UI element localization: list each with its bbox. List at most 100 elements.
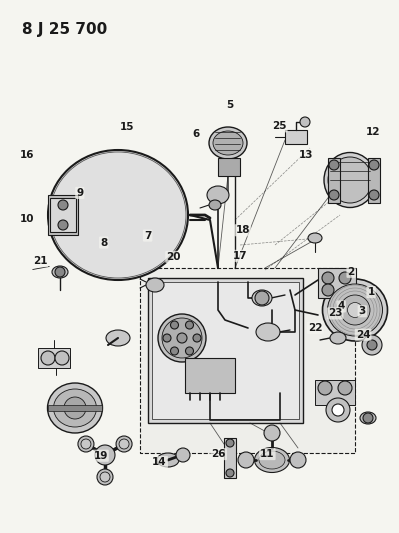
Circle shape	[176, 448, 190, 462]
Bar	[218, 158, 240, 176]
Circle shape	[177, 333, 187, 343]
Bar	[48, 195, 78, 235]
Bar	[285, 130, 307, 144]
Ellipse shape	[256, 323, 280, 341]
Bar	[368, 158, 380, 203]
Circle shape	[95, 445, 115, 465]
Text: 24: 24	[356, 330, 370, 340]
Text: 23: 23	[328, 309, 342, 318]
Ellipse shape	[340, 295, 370, 325]
Ellipse shape	[324, 152, 376, 207]
Ellipse shape	[146, 278, 164, 292]
Circle shape	[226, 469, 234, 477]
Circle shape	[78, 436, 94, 452]
Text: 10: 10	[20, 214, 34, 223]
Ellipse shape	[360, 412, 376, 424]
Circle shape	[332, 404, 344, 416]
Bar	[328, 158, 340, 203]
Circle shape	[369, 190, 379, 200]
Ellipse shape	[41, 351, 55, 365]
Bar	[315, 380, 355, 405]
Ellipse shape	[162, 318, 202, 358]
Ellipse shape	[322, 279, 387, 341]
Circle shape	[193, 334, 201, 342]
Ellipse shape	[209, 200, 221, 210]
Bar	[50, 198, 76, 232]
Ellipse shape	[55, 351, 69, 365]
Text: 15: 15	[120, 122, 134, 132]
Text: 14: 14	[152, 457, 167, 467]
Ellipse shape	[157, 453, 179, 467]
Ellipse shape	[48, 150, 188, 280]
Circle shape	[363, 413, 373, 423]
Ellipse shape	[328, 157, 372, 203]
Ellipse shape	[209, 127, 247, 159]
Ellipse shape	[207, 186, 229, 204]
Text: 1: 1	[367, 287, 375, 297]
Ellipse shape	[81, 439, 91, 449]
Text: 8: 8	[100, 238, 107, 247]
Circle shape	[264, 425, 280, 441]
Bar	[152, 282, 299, 419]
Text: 3: 3	[359, 306, 366, 316]
Bar	[148, 278, 303, 423]
Circle shape	[369, 160, 379, 170]
Bar	[48, 405, 102, 411]
Circle shape	[238, 452, 254, 468]
Bar	[318, 268, 356, 298]
Ellipse shape	[106, 330, 130, 346]
Ellipse shape	[328, 284, 383, 336]
Bar	[38, 348, 70, 368]
Circle shape	[329, 190, 339, 200]
Ellipse shape	[158, 314, 206, 362]
Circle shape	[318, 381, 332, 395]
Circle shape	[186, 321, 194, 329]
Circle shape	[322, 272, 334, 284]
Ellipse shape	[64, 397, 86, 419]
Circle shape	[300, 117, 310, 127]
Circle shape	[329, 160, 339, 170]
Ellipse shape	[252, 290, 272, 306]
Ellipse shape	[213, 131, 243, 155]
Circle shape	[226, 439, 234, 447]
Text: 7: 7	[144, 231, 151, 240]
Circle shape	[163, 334, 171, 342]
Circle shape	[55, 267, 65, 277]
Circle shape	[290, 452, 306, 468]
Text: 21: 21	[33, 256, 47, 266]
Circle shape	[362, 335, 382, 355]
Ellipse shape	[52, 266, 68, 278]
Text: 26: 26	[211, 449, 226, 459]
Circle shape	[116, 436, 132, 452]
Ellipse shape	[53, 389, 97, 427]
Ellipse shape	[119, 439, 129, 449]
Text: 11: 11	[260, 449, 275, 459]
Text: 13: 13	[299, 150, 314, 159]
Circle shape	[58, 200, 68, 210]
Text: 25: 25	[272, 122, 286, 131]
Bar	[224, 438, 236, 478]
Circle shape	[338, 381, 352, 395]
Circle shape	[186, 347, 194, 355]
Text: 22: 22	[308, 323, 322, 333]
Circle shape	[170, 321, 178, 329]
Circle shape	[58, 220, 68, 230]
Text: 18: 18	[235, 225, 250, 235]
Circle shape	[170, 347, 178, 355]
Circle shape	[326, 398, 350, 422]
Text: 16: 16	[20, 150, 34, 159]
Text: 12: 12	[366, 127, 380, 137]
Text: 5: 5	[226, 100, 233, 110]
Circle shape	[322, 284, 334, 296]
Ellipse shape	[255, 448, 290, 472]
Circle shape	[97, 469, 113, 485]
Ellipse shape	[259, 451, 285, 469]
Text: 19: 19	[93, 451, 108, 461]
Ellipse shape	[100, 472, 110, 482]
Bar	[140, 268, 355, 453]
Circle shape	[339, 272, 351, 284]
Text: 8 J 25 700: 8 J 25 700	[22, 22, 107, 37]
Ellipse shape	[47, 383, 103, 433]
Ellipse shape	[330, 332, 346, 344]
Bar	[185, 358, 235, 393]
